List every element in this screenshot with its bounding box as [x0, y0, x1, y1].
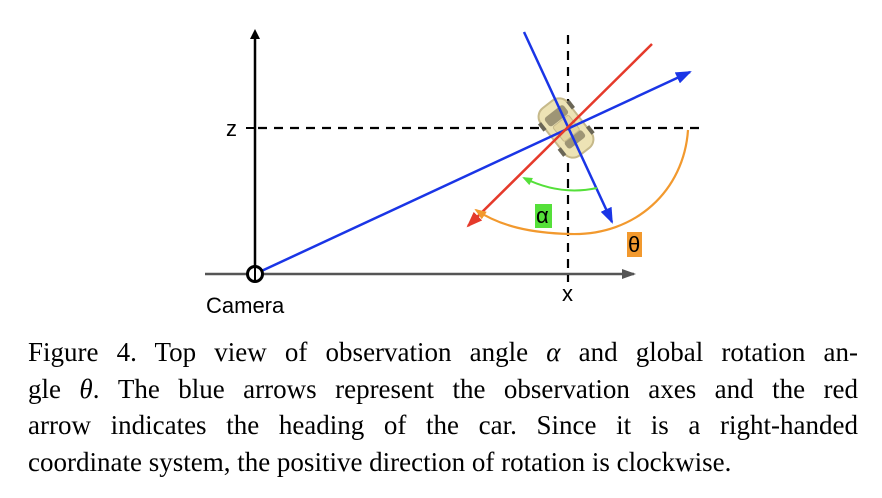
camera-icon: [246, 265, 264, 283]
caption-line-3: arrow indicates the heading of the car. …: [28, 410, 858, 440]
alpha-label: α: [536, 203, 549, 228]
alpha-arc: [522, 177, 598, 192]
alpha-symbol: α: [546, 337, 561, 367]
alpha-badge: [535, 204, 552, 228]
caption-line-2: gle θ. The blue arrows represent the obs…: [28, 373, 858, 404]
x-axis-label: x: [562, 281, 573, 306]
z-axis-label: z: [226, 116, 237, 141]
caption-line-1: Figure 4. Top view of observation angle …: [28, 337, 858, 367]
theta-label: θ: [628, 232, 640, 257]
figure-caption: Figure 4. Top view of observation angle …: [28, 334, 858, 480]
theta-badge: [627, 232, 642, 257]
heading-arrow: [466, 43, 653, 228]
figure-diagram: α θ z x Camera: [205, 29, 700, 318]
theta-symbol: θ: [79, 373, 93, 404]
theta-arc: [474, 129, 690, 236]
camera-label: Camera: [206, 293, 285, 318]
observation-ray: [254, 70, 692, 276]
caption-line-4: coordinate system, the positive directio…: [28, 446, 732, 477]
